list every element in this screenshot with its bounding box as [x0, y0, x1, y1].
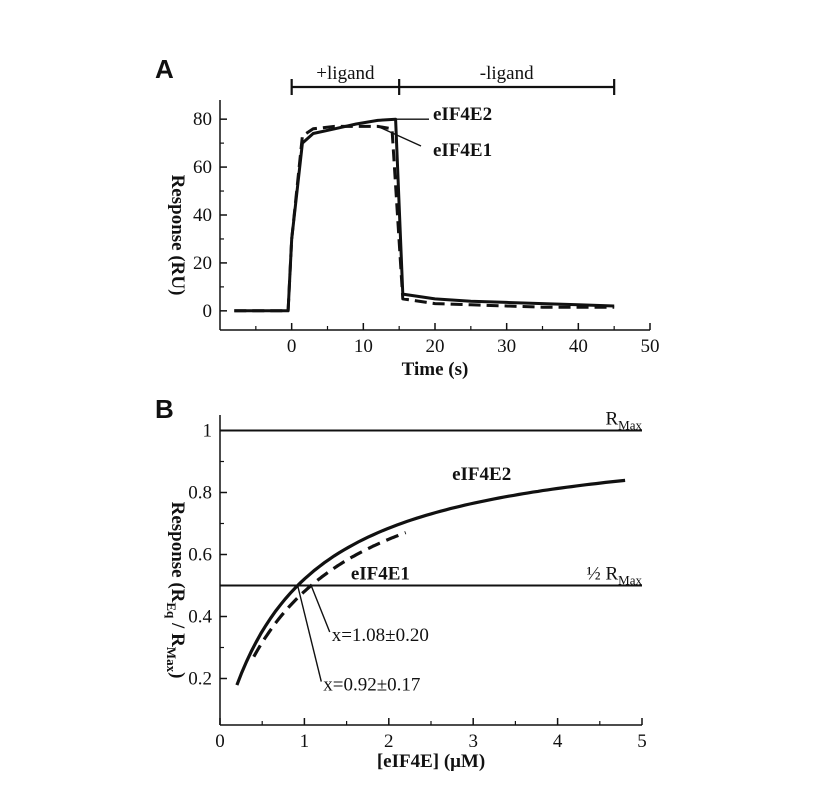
y-tick-label-b: 0.8	[188, 483, 212, 504]
y-tick-label-a: 20	[193, 253, 212, 274]
x-tick-label-b: 4	[553, 731, 563, 752]
panel-b-letter: B	[155, 394, 174, 424]
kd-annotation-eif4e2: x=0.92±0.17	[323, 675, 420, 696]
y-tick-label-b: 0.4	[188, 607, 212, 628]
panel-b-y-label: Response (REq / RMax)	[164, 502, 188, 679]
label-eif4e2: eIF4E2	[433, 104, 492, 125]
panel-b-x-label: [eIF4E] (μM)	[377, 751, 485, 772]
panel-a-y-label: Response (RU)	[167, 175, 188, 296]
y-tick-label-a: 80	[193, 109, 212, 130]
x-tick-label-a: 50	[641, 336, 660, 357]
series-eif4e2-curve	[235, 478, 626, 686]
phase-label-minus-ligand: -ligand	[480, 63, 534, 84]
x-tick-label-b: 1	[300, 731, 310, 752]
figure-panel: A +ligand -ligand 0 20 40 60 80 0 10 20 30 40 50 R…	[145, 40, 675, 772]
series-eif4e1-curve	[252, 531, 407, 658]
curve-label-eif4e1: eIF4E1	[351, 563, 410, 584]
rmax-label: RMax	[605, 409, 642, 433]
y-tick-label-a: 40	[193, 205, 212, 226]
x-tick-label-a: 0	[287, 336, 297, 357]
x-tick-label-b: 2	[384, 731, 394, 752]
x-tick-label-a: 40	[569, 336, 588, 357]
panel-b-ticks: 0.2 0.4 0.6 0.8 1 0 1 2 3 4 5	[188, 421, 647, 753]
phase-bracket: +ligand -ligand	[290, 63, 616, 95]
panel-a-x-label: Time (s)	[402, 359, 469, 380]
x-tick-label-a: 30	[497, 336, 516, 357]
series-eif4e1-line	[234, 124, 615, 313]
half-rmax-label: ½ RMax	[586, 564, 642, 588]
x-tick-label-b: 5	[637, 731, 647, 752]
kd-leader-eif4e1	[310, 585, 331, 633]
y-tick-label-a: 0	[203, 301, 213, 322]
y-tick-label-b: 1	[203, 421, 213, 442]
panel-a-ticks: 0 20 40 60 80 0 10 20 30 40 50	[193, 109, 660, 357]
series-eif4e2-line	[234, 117, 615, 313]
y-tick-label-b: 0.2	[188, 669, 212, 690]
x-tick-label-a: 20	[426, 336, 445, 357]
y-tick-label-b: 0.6	[188, 545, 212, 566]
kd-annotation-eif4e1: x=1.08±0.20	[332, 625, 429, 646]
kd-leader-eif4e2	[296, 585, 322, 682]
label-eif4e1: eIF4E1	[433, 140, 492, 161]
y-tick-label-a: 60	[193, 157, 212, 178]
x-tick-label-b: 3	[468, 731, 478, 752]
phase-label-plus-ligand: +ligand	[316, 63, 375, 84]
label-leader-eif4e1	[377, 125, 422, 147]
curve-label-eif4e2: eIF4E2	[452, 464, 511, 485]
x-tick-label-a: 10	[354, 336, 373, 357]
panel-a-letter: A	[155, 54, 174, 84]
x-tick-label-b: 0	[215, 731, 225, 752]
